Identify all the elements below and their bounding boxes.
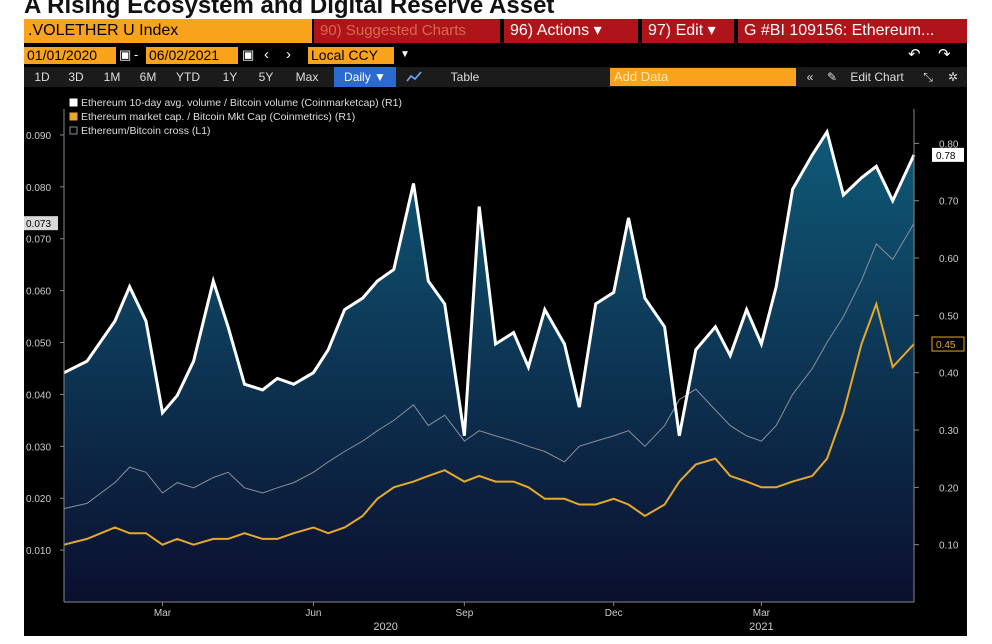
left-last-value: 0.073 — [26, 219, 51, 230]
add-data-input[interactable]: Add Data — [610, 68, 796, 86]
edit-menu[interactable]: 97) Edit ▾ — [642, 19, 734, 43]
end-date-input[interactable]: 06/02/2021 — [146, 47, 238, 64]
left-tick-label: 0.040 — [26, 390, 51, 401]
period-ytd-button[interactable]: YTD — [176, 70, 200, 84]
x-tick-label: Dec — [605, 608, 623, 619]
title-bar: .VOLETHER U Index 90) Suggested Charts 9… — [24, 19, 967, 43]
date-separator: - — [134, 47, 139, 62]
currency-select[interactable]: Local CCY — [308, 47, 394, 64]
period-5y-button[interactable]: 5Y — [258, 70, 274, 84]
date-bar: 01/01/2020 ▣ - 06/02/2021 ▣ ‹ › Local CC… — [24, 45, 967, 65]
period-max-button[interactable]: Max — [295, 70, 319, 84]
table-button[interactable]: Table — [450, 70, 480, 84]
actions-menu[interactable]: 96) Actions ▾ — [504, 19, 638, 43]
chart-id-label: G #BI 109156: Ethereum... — [738, 19, 967, 43]
gear-icon[interactable]: ✲ — [947, 70, 959, 84]
right-tick-label: 0.30 — [939, 426, 959, 437]
series-line-cross — [63, 222, 915, 510]
x-tick-label: Mar — [154, 608, 172, 619]
right-last-value-badge — [932, 147, 964, 162]
chart-area: 0.010 0.020 0.030 0.040 0.050 0.060 0.070 0.080… — [24, 95, 965, 633]
edit-chart-button[interactable]: Edit Chart — [850, 70, 904, 84]
period-1y-button[interactable]: 1Y — [222, 70, 238, 84]
period-6m-button[interactable]: 6M — [139, 70, 157, 84]
series-line-volume — [63, 128, 916, 437]
period-1d-button[interactable]: 1D — [34, 70, 50, 84]
legend-entry: Ethereum market cap. / Bitcoin Mkt Cap (… — [81, 111, 355, 123]
period-3d-button[interactable]: 3D — [68, 70, 84, 84]
right-last-value-badge — [931, 336, 965, 352]
volume-area-fill — [64, 131, 914, 602]
undo-icon[interactable]: ↶ — [908, 46, 921, 63]
page-title: A Rising Ecosystem and Digital Reserve A… — [24, 0, 555, 19]
left-tick-label: 0.030 — [26, 442, 51, 453]
line-chart-icon[interactable] — [402, 67, 426, 87]
x-year-label: 2020 — [373, 621, 397, 633]
left-tick-label: 0.050 — [26, 339, 51, 350]
pencil-icon[interactable]: ✎ — [826, 70, 838, 84]
right-tick-label: 0.40 — [939, 369, 959, 380]
left-tick-label: 0.020 — [26, 494, 51, 505]
left-tick-label: 0.090 — [26, 131, 51, 142]
calendar-icon[interactable]: ▣ — [242, 47, 255, 62]
legend: Ethereum 10-day avg. volume / Bitcoin vo… — [66, 95, 498, 149]
x-year-label: 2021 — [749, 621, 773, 633]
calendar-icon[interactable]: ▣ — [119, 47, 132, 62]
terminal-window: .VOLETHER U Index 90) Suggested Charts 9… — [24, 19, 967, 636]
suggested-charts-button[interactable]: 90) Suggested Charts — [314, 19, 500, 43]
right-tick-label: 0.20 — [939, 483, 959, 494]
resize-icon[interactable]: ⤡ — [923, 70, 933, 84]
legend-swatch — [69, 98, 78, 107]
legend-entry: Ethereum/Bitcoin cross (L1) — [81, 125, 211, 137]
collapse-icon[interactable]: « — [806, 70, 814, 84]
left-tick-label: 0.060 — [26, 287, 51, 298]
toolbar: 1D 3D 1M 6M YTD 1Y 5Y Max Daily ▼ Table … — [24, 67, 967, 87]
chevron-down-icon[interactable]: ▼ — [400, 49, 410, 60]
left-last-value-badge — [24, 216, 58, 231]
right-tick-label: 0.50 — [939, 311, 959, 322]
legend-swatch — [69, 112, 78, 121]
right-tick-label: 0.70 — [939, 197, 959, 208]
left-tick-label: 0.080 — [26, 183, 51, 194]
x-tick-label: Jun — [305, 608, 321, 619]
right-last-value: 0.78 — [936, 151, 956, 162]
right-tick-label: 0.60 — [939, 254, 959, 265]
frequency-select[interactable]: Daily ▼ — [334, 67, 396, 87]
period-1m-button[interactable]: 1M — [103, 70, 121, 84]
right-tick-label: 0.10 — [939, 541, 959, 552]
start-date-input[interactable]: 01/01/2020 — [24, 47, 116, 64]
x-tick-label: Sep — [455, 608, 473, 619]
ticker-field[interactable]: .VOLETHER U Index — [24, 19, 312, 43]
right-tick-label: 0.80 — [939, 139, 959, 150]
x-tick-label: Mar — [753, 608, 771, 619]
left-tick-label: 0.010 — [26, 546, 51, 557]
legend-swatch — [69, 126, 78, 135]
left-tick-label: 0.070 — [26, 235, 51, 246]
prev-arrow-icon[interactable]: ‹ — [264, 46, 269, 63]
series-line-mktcap — [63, 300, 915, 546]
next-arrow-icon[interactable]: › — [286, 46, 291, 63]
legend-entry: Ethereum 10-day avg. volume / Bitcoin vo… — [81, 97, 402, 109]
legend-background — [66, 95, 498, 149]
redo-icon[interactable]: ↷ — [938, 46, 951, 63]
right-last-value: 0.45 — [936, 340, 956, 351]
